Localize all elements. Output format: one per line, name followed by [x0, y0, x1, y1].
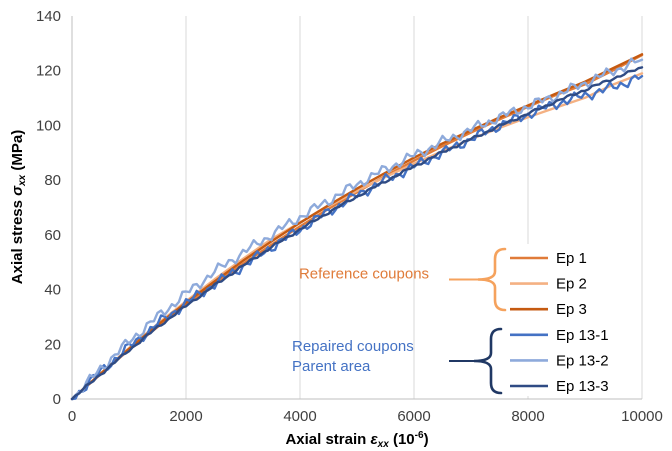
x-axis-title: Axial strain εxx (10-6): [285, 430, 428, 450]
legend-label: Ep 13-1: [556, 327, 609, 344]
axes: [71, 16, 642, 400]
y-axis-title: Axial stress σxx (MPa): [9, 130, 28, 284]
series-lines: [70, 53, 644, 401]
group-label-reference: Reference coupons: [299, 266, 429, 283]
group-annotations: Reference coupons Repaired coupons Parent …: [292, 247, 507, 395]
legend-box: [500, 244, 640, 396]
y-tick-label: 100: [36, 117, 61, 134]
x-tick-label: 2000: [169, 408, 202, 425]
y-tick-label: 0: [53, 391, 61, 408]
legend-label: Ep 3: [556, 301, 587, 318]
x-tick-label: 8000: [511, 408, 544, 425]
group-brace: [473, 327, 503, 395]
y-tick-label: 40: [44, 282, 61, 299]
y-tick-label: 140: [36, 8, 61, 25]
y-tick-label: 80: [44, 172, 61, 189]
series-line-ep-13-3: [70, 66, 644, 401]
x-tick-label: 0: [68, 408, 76, 425]
group-label-repaired: Parent area: [292, 358, 371, 375]
y-tick-label: 60: [44, 227, 61, 244]
series-line-ep-13-2: [70, 57, 644, 401]
tick-labels: 0 2000 4000 6000 8000 10000 0 20 40 60 80 100 120 140: [36, 8, 663, 425]
legend-label: Ep 13-3: [556, 378, 609, 395]
group-label-repaired: Repaired coupons: [292, 338, 414, 355]
legend: Ep 1 Ep 2 Ep 3 Ep 13-1 Ep 13-2 Ep 13-3: [500, 244, 640, 396]
legend-label: Ep 2: [556, 276, 587, 293]
legend-label: Ep 13-2: [556, 352, 609, 369]
x-tick-label: 10000: [621, 408, 663, 425]
y-tick-label: 120: [36, 63, 61, 80]
x-tick-label: 6000: [397, 408, 430, 425]
x-tick-label: 4000: [283, 408, 316, 425]
legend-label: Ep 1: [556, 250, 587, 267]
y-tick-label: 20: [44, 336, 61, 353]
